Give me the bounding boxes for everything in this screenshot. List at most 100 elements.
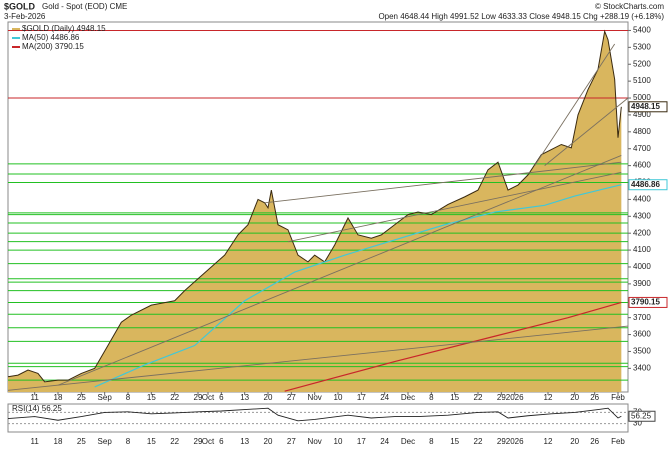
x-tick-label: 29 [194,393,203,402]
rsi-tick-label: 30 [633,419,642,428]
y-tick-label: 4000 [633,262,651,271]
x-tick-label: 12 [544,393,553,402]
y-tick-label: 4600 [633,161,651,170]
rsi-last-box [628,410,656,422]
moving-average [284,301,622,392]
credit: © StockCharts.com [595,2,664,11]
x-tick-label: 11 [31,437,40,446]
y-tick-label: 3900 [633,279,651,288]
x-tick-label: Sep [98,437,113,446]
trendline [534,43,616,166]
x-tick-label: Sep [98,393,113,402]
legend-entry: MA(50) 4486.86 [22,33,80,42]
subtitle: Gold - Spot (EOD) CME [42,2,127,11]
y-tick-label: 4100 [633,245,651,254]
x-tick-label: 22 [474,437,483,446]
price-line [7,29,622,383]
x-tick-label: Dec [401,393,415,402]
x-tick-label: 29 [497,393,506,402]
x-tick-label: 6 [219,393,224,402]
y-tick-label: 5400 [633,26,651,35]
trendline [57,155,622,386]
legend-entry: $GOLD (Daily) 4948.15 [22,24,106,33]
trendline [544,97,629,166]
x-tick-label: 6 [219,437,224,446]
x-tick-label: 2026 [506,437,524,446]
x-tick-label: 8 [429,393,434,402]
price-area [8,31,622,393]
x-tick-label: Nov [308,437,322,446]
y-tick-label: 5000 [633,93,651,102]
trendline [7,325,629,391]
y-tick-label: 4900 [633,110,651,119]
last-value-box [628,296,668,308]
last-value-label: 3790.15 [631,298,660,307]
x-tick-label: 29 [194,437,203,446]
x-tick-label: 13 [240,393,249,402]
rsi-line [7,407,622,422]
moving-average [94,184,622,388]
x-tick-label: 26 [590,393,599,402]
x-tick-label: 17 [357,437,366,446]
x-tick-label: 22 [474,393,483,402]
y-tick-label: 3700 [633,313,651,322]
x-tick-label: 24 [380,393,389,402]
y-tick-label: 4700 [633,144,651,153]
x-tick-label: 15 [147,437,156,446]
x-tick-label: 25 [77,393,86,402]
last-value-box [628,179,668,191]
x-tick-label: 10 [334,437,343,446]
x-tick-label: 29 [497,437,506,446]
y-tick-label: 3600 [633,330,651,339]
x-tick-label: 15 [450,437,459,446]
x-tick-label: 24 [380,437,389,446]
ohlc: Open 4648.44 High 4991.52 Low 4633.33 Cl… [378,12,664,21]
y-tick-label: 4300 [633,211,651,220]
x-tick-label: 15 [450,393,459,402]
last-value-box [628,101,668,113]
y-tick-label: 3400 [633,363,651,372]
x-tick-label: 27 [287,437,296,446]
x-tick-label: 18 [54,393,63,402]
last-value-label: 4486.86 [631,180,660,189]
y-tick-label: 3500 [633,347,651,356]
x-tick-label: Dec [401,437,415,446]
x-tick-label: 26 [590,437,599,446]
x-tick-label: 12 [544,437,553,446]
x-tick-label: 20 [570,393,579,402]
x-tick-label: 20 [264,393,273,402]
legend-entry: MA(200) 3790.15 [22,42,84,51]
x-tick-label: Oct [202,437,215,446]
x-tick-label: 22 [170,393,179,402]
x-tick-label: 18 [54,437,63,446]
x-tick-label: Oct [202,393,215,402]
x-tick-label: 8 [126,393,131,402]
x-tick-label: 10 [334,393,343,402]
date: 3-Feb-2026 [4,12,46,21]
y-tick-label: 5200 [633,59,651,68]
symbol: $GOLD [4,1,36,11]
y-tick-label: 4400 [633,195,651,204]
x-tick-label: Feb [611,437,625,446]
trendline [287,171,622,243]
y-tick-label: 5300 [633,42,651,51]
rsi-legend: RSI(14) 56.25 [12,404,62,413]
rsi-frame [7,403,629,433]
rsi-last-label: 56.25 [631,411,652,420]
x-tick-label: 17 [357,393,366,402]
y-tick-label: 4800 [633,127,651,136]
x-tick-label: 8 [429,437,434,446]
x-tick-label: Nov [308,393,322,402]
x-tick-label: 20 [264,437,273,446]
x-tick-label: 11 [31,393,40,402]
x-tick-label: Feb [611,393,625,402]
trendline [264,161,622,204]
x-tick-label: 13 [240,437,249,446]
last-value-label: 4948.15 [631,102,660,111]
x-tick-label: 8 [126,437,131,446]
x-tick-label: 25 [77,437,86,446]
x-tick-label: 2026 [506,393,524,402]
x-tick-label: 22 [170,437,179,446]
x-tick-label: 20 [570,437,579,446]
